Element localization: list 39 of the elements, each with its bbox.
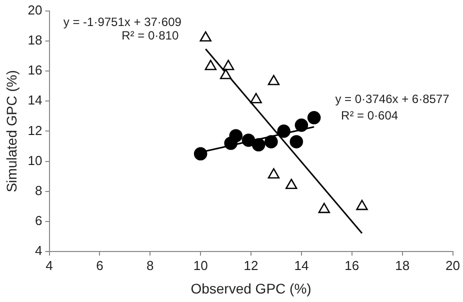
- point: [290, 135, 304, 148]
- point: [268, 74, 280, 86]
- annotation: y = 0·3746x + 6·8577: [335, 92, 450, 106]
- x-tick-label: 20: [446, 258, 460, 273]
- y-tick-label: 16: [28, 62, 42, 78]
- y-tick-label: 10: [28, 152, 42, 168]
- point: [307, 111, 321, 124]
- y-axis-title: Simulated GPC (%): [3, 70, 20, 192]
- y-tick-label: 4: [35, 243, 42, 258]
- x-tick-label: 10: [193, 258, 208, 273]
- point: [250, 92, 262, 104]
- x-tick-label: 8: [146, 258, 154, 273]
- point: [277, 124, 290, 138]
- point: [242, 134, 256, 147]
- annotation: R² = 0·604: [341, 108, 398, 122]
- y-tick-label: 8: [35, 182, 42, 198]
- point: [220, 68, 232, 80]
- x-axis-title: Observed GPC (%): [190, 280, 312, 296]
- x-tick-label: 6: [96, 258, 104, 273]
- point: [204, 60, 217, 70]
- point: [194, 147, 208, 160]
- y-tick-label: 18: [28, 32, 42, 48]
- y-tick-label: 14: [28, 92, 42, 108]
- point: [229, 129, 243, 142]
- y-tick-label: 6: [35, 213, 42, 228]
- point: [294, 118, 308, 132]
- y-tick-label: 12: [28, 122, 42, 138]
- x-tick-label: 18: [395, 258, 410, 273]
- x-tick-label: 12: [244, 258, 258, 273]
- point: [200, 31, 212, 42]
- x-tick-label: 14: [294, 258, 309, 273]
- x-tick-label: 4: [46, 258, 53, 273]
- annotation: y = -1·9751x + 37·609: [63, 15, 182, 30]
- point: [252, 138, 266, 152]
- y-tick-label: 20: [28, 2, 42, 18]
- annotation: R² = 0·810: [122, 28, 179, 43]
- point: [264, 135, 278, 148]
- point: [222, 60, 234, 70]
- x-tick-label: 16: [344, 258, 360, 273]
